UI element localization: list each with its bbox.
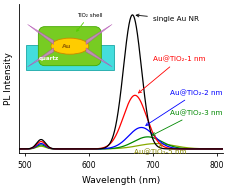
Text: single Au NR: single Au NR [136, 14, 199, 22]
Text: Au@TiO₂-5 nm: Au@TiO₂-5 nm [134, 145, 186, 155]
X-axis label: Wavelength (nm): Wavelength (nm) [82, 176, 160, 185]
Text: Au@TiO₂-2 nm: Au@TiO₂-2 nm [146, 89, 223, 125]
Text: Au@TiO₂-1 nm: Au@TiO₂-1 nm [138, 56, 206, 93]
Text: Au@TiO₂-3 nm: Au@TiO₂-3 nm [152, 109, 223, 135]
Y-axis label: PL Intensity: PL Intensity [4, 52, 13, 105]
